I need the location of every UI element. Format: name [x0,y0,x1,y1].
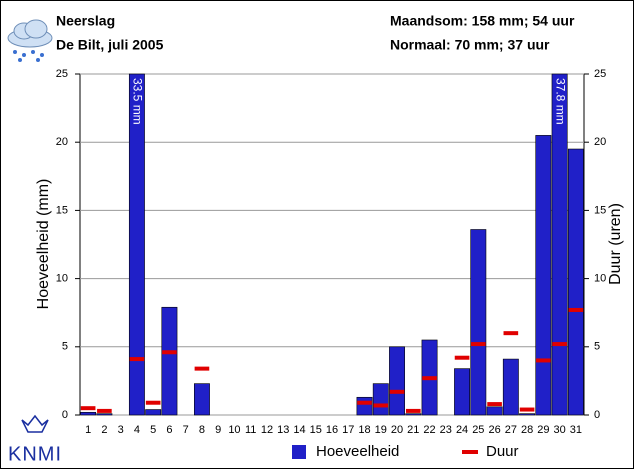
weather-icon [7,19,53,62]
x-tick-label: 9 [215,424,221,436]
x-tick-label: 20 [391,424,403,436]
x-tick-label: 5 [150,424,156,436]
duration-mark [503,331,519,336]
y-tick-label: 10 [56,273,68,285]
bar [128,73,145,416]
duration-mark [97,408,112,413]
duration-mark [194,366,210,371]
y-tick-label: 25 [56,68,68,80]
duration-mark [471,342,486,347]
x-tick-label: 15 [310,424,322,436]
y2-axis-label: Duur (uren) [607,203,624,285]
legend-label: Hoeveelheid [316,443,399,460]
logo: KNMI [8,414,62,465]
x-tick-label: 30 [553,424,565,436]
x-tick-label: 10 [228,424,240,436]
x-tick-label: 18 [358,424,370,436]
duration-mark [568,307,584,312]
legend-label: Duur [486,443,519,460]
x-tick-label: 6 [166,424,172,436]
x-tick-label: 28 [521,424,533,436]
y-tick-label: 20 [56,136,68,148]
y2-tick-label: 15 [594,204,606,216]
duration-mark [389,389,405,394]
bar [502,358,519,416]
x-tick-label: 19 [375,424,387,436]
duration-mark [422,376,437,381]
bar [193,383,210,416]
y2-tick-label: 5 [594,341,600,353]
x-tick-label: 31 [570,424,582,436]
duration-mark [129,357,145,362]
bar [389,346,405,416]
y2-tick-label: 0 [594,409,600,421]
bar [372,383,389,416]
x-tick-label: 25 [472,424,484,436]
chart-subtitle: De Bilt, juli 2005 [56,37,164,53]
value-label: 37.8 mm [553,78,567,125]
x-tick-label: 16 [326,424,338,436]
x-tick-label: 2 [101,424,107,436]
x-tick-label: 24 [456,424,468,436]
x-tick-label: 8 [199,424,205,436]
y2-tick-label: 10 [594,273,606,285]
bar [519,413,536,416]
chart-title: Neerslag [56,13,115,29]
x-tick-label: 14 [293,424,305,436]
bar [96,413,113,416]
x-tick-label: 26 [488,424,500,436]
bar [470,229,487,416]
bar [356,396,373,416]
logo-text: KNMI [8,443,62,465]
legend-swatch [292,445,306,459]
x-tick-label: 27 [505,424,517,436]
bar [145,409,162,416]
bar [567,148,584,416]
x-tick-label: 4 [134,424,140,436]
x-tick-label: 17 [342,424,354,436]
x-tick-label: 29 [537,424,549,436]
y-tick-label: 0 [62,409,68,421]
y-axis-label: Hoeveelheid (mm) [35,179,52,310]
summary: Normaal: 70 mm; 37 uur [390,37,550,53]
y2-tick-label: 20 [594,136,606,148]
x-tick-label: 3 [118,424,124,436]
x-tick-label: 23 [440,424,452,436]
y-tick-label: 5 [62,341,68,353]
duration-mark [145,400,161,405]
duration-mark [552,342,567,347]
duration-mark [162,350,177,355]
duration-mark [80,406,96,411]
duration-mark [357,400,372,405]
duration-mark [373,403,389,408]
bar [454,368,471,416]
duration-mark [487,402,502,407]
duration-mark [519,407,535,412]
bar [535,135,552,416]
duration-mark [454,355,470,360]
bar [161,306,178,416]
bar [486,406,503,416]
x-tick-label: 11 [245,424,256,436]
x-tick-label: 12 [261,424,273,436]
duration-mark [536,358,551,363]
bar [80,411,97,416]
bar [551,73,568,416]
duration-mark [405,408,421,413]
x-tick-label: 22 [423,424,435,436]
legend-swatch [462,450,478,454]
y2-tick-label: 25 [594,68,606,80]
x-tick-label: 1 [85,424,91,436]
bar [405,413,422,416]
x-tick-label: 21 [407,424,419,436]
x-tick-label: 13 [277,424,289,436]
y-tick-label: 15 [56,204,68,216]
x-tick-label: 7 [183,424,189,436]
summary: Maandsom: 158 mm; 54 uur [390,13,575,29]
value-label: 33.5 mm [131,78,145,125]
